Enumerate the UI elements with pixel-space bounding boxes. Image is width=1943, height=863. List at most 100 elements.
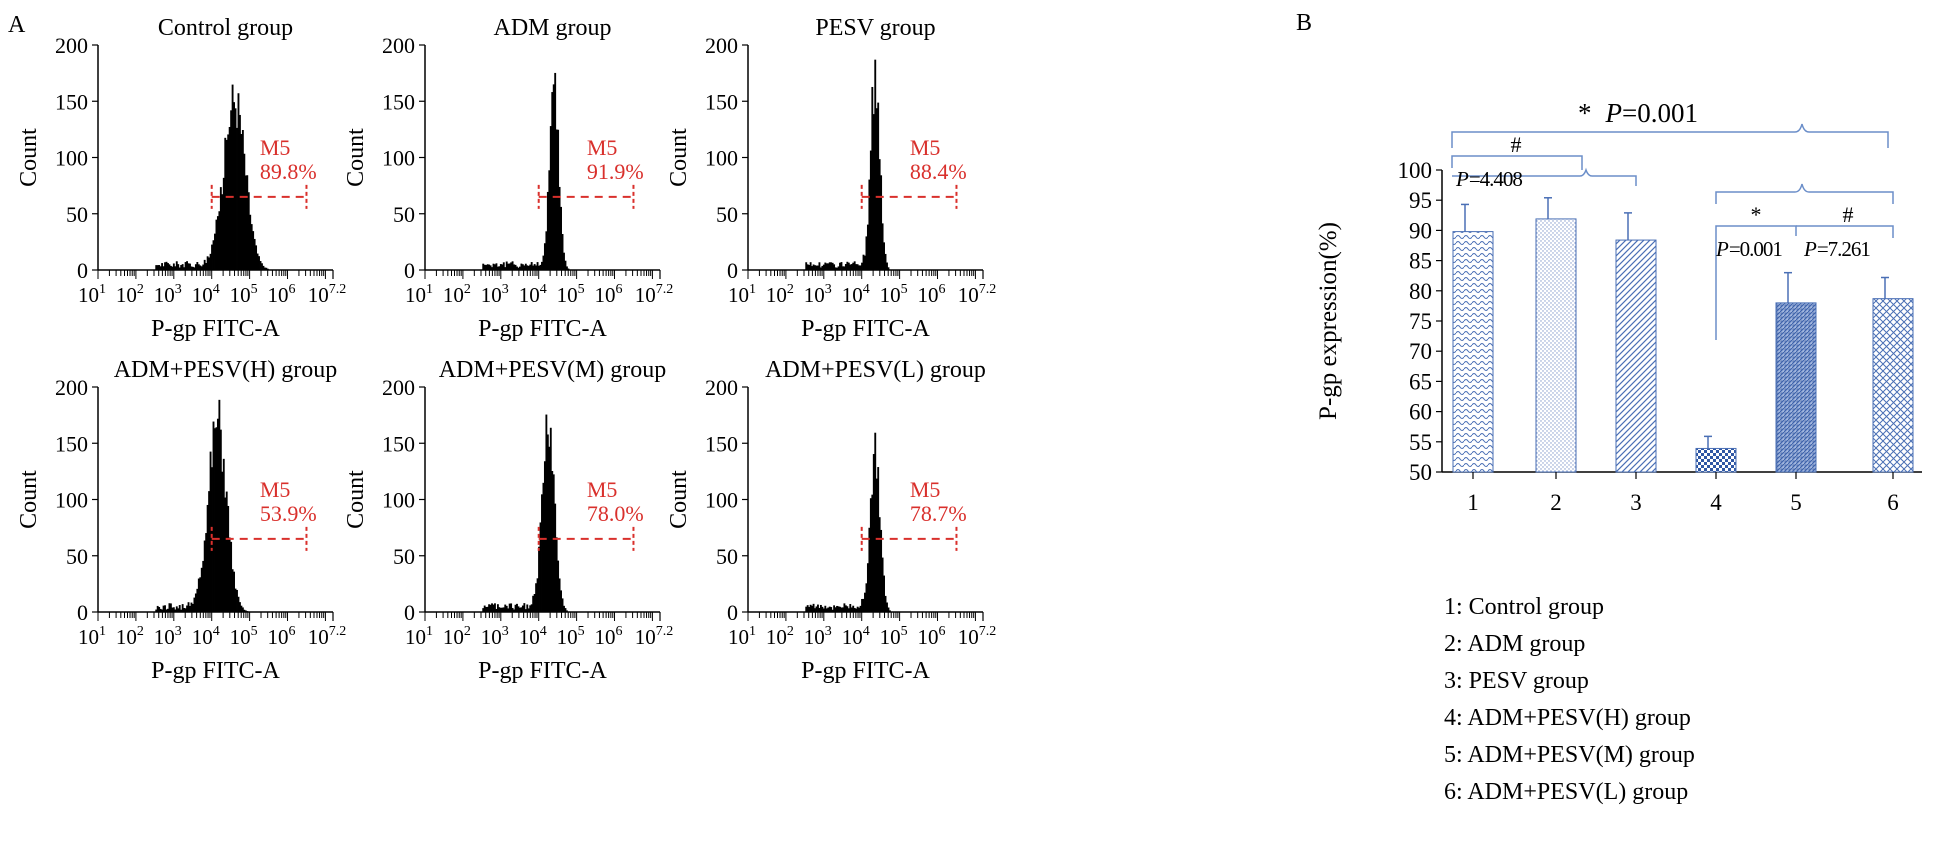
histogram-bin bbox=[200, 567, 203, 612]
x-tick-base: 10 bbox=[230, 625, 251, 649]
x-tick-label: 104 bbox=[842, 282, 870, 307]
histogram-bin bbox=[219, 187, 222, 270]
right-p-italic: P bbox=[1803, 237, 1817, 261]
bar-2 bbox=[1535, 218, 1577, 473]
x-tick-label: 106 bbox=[268, 624, 296, 649]
histogram-bin bbox=[240, 134, 243, 270]
x-tick-exponent: 4 bbox=[213, 282, 220, 297]
histogram-bin bbox=[536, 578, 539, 612]
gate-name: M5 bbox=[260, 135, 291, 160]
histogram-bin bbox=[828, 606, 831, 612]
histogram-bin bbox=[214, 233, 216, 270]
bar-5 bbox=[1775, 302, 1817, 473]
x-tick-exponent: 2 bbox=[137, 282, 144, 297]
histogram-bin bbox=[526, 604, 529, 612]
histogram-bin bbox=[158, 606, 161, 612]
histogram-bin bbox=[874, 59, 877, 271]
x-tick-base: 10 bbox=[842, 283, 863, 307]
histogram-bin bbox=[883, 242, 885, 270]
x-axis-label: P-gp FITC-A bbox=[478, 658, 607, 684]
x-tick-label: 103 bbox=[154, 282, 182, 307]
x-tick-exponent: 1 bbox=[426, 624, 433, 639]
histogram-bin bbox=[239, 114, 241, 270]
y-tick-label: 50 bbox=[393, 202, 415, 227]
x-tick-exponent: 7.2 bbox=[656, 282, 674, 297]
histogram-bin bbox=[194, 264, 197, 270]
histogram-bin bbox=[889, 610, 891, 612]
histogram-bin bbox=[819, 604, 822, 612]
histogram-bin bbox=[875, 478, 878, 612]
y-tick-label: 150 bbox=[55, 431, 88, 456]
x-tick-base: 10 bbox=[116, 283, 137, 307]
histogram-bin bbox=[486, 264, 489, 270]
overall-p-italic: P bbox=[1605, 98, 1623, 128]
histogram-bin bbox=[199, 577, 202, 612]
histogram-bin bbox=[824, 262, 827, 270]
histogram-bin bbox=[541, 261, 543, 270]
left-bracket-inner bbox=[1451, 155, 1583, 170]
histogram-bin bbox=[814, 265, 816, 270]
histogram-bin bbox=[495, 263, 498, 270]
histogram-bin bbox=[839, 262, 841, 270]
histogram-bin bbox=[513, 264, 515, 270]
histogram-bin bbox=[186, 261, 188, 270]
histogram-bin bbox=[837, 266, 840, 270]
overall-star: * bbox=[1578, 98, 1592, 128]
gate-percent: 78.7% bbox=[910, 501, 967, 526]
histogram-bin bbox=[502, 607, 505, 612]
histogram-bin bbox=[827, 263, 830, 270]
right-star: * bbox=[1751, 202, 1762, 227]
y-tick-label: 200 bbox=[382, 33, 415, 58]
histogram-bin bbox=[505, 605, 508, 612]
histogram-bin bbox=[206, 504, 209, 612]
x-tick-label: 101 bbox=[728, 624, 756, 649]
y-tick-label: 0 bbox=[404, 600, 415, 625]
histogram-bin bbox=[520, 263, 523, 270]
histogram-bin bbox=[516, 266, 518, 270]
histogram-bin bbox=[856, 264, 859, 270]
x-tick-label: 104 bbox=[192, 282, 220, 307]
x-tick-label: 101 bbox=[405, 282, 433, 307]
histogram-bin bbox=[828, 262, 831, 270]
x-tick-label: 102 bbox=[766, 282, 794, 307]
y-tick-label: 100 bbox=[55, 488, 88, 513]
x-tick-exponent: 2 bbox=[137, 624, 144, 639]
histogram-bin bbox=[546, 434, 549, 612]
x-tick-label: 104 bbox=[842, 624, 870, 649]
histogram-bin bbox=[196, 588, 199, 612]
histogram-bin bbox=[483, 605, 486, 612]
x-tick-label: 107.2 bbox=[308, 282, 347, 307]
histogram-bin bbox=[227, 505, 230, 612]
bar-y-tick-label: 50 bbox=[1409, 460, 1432, 485]
histogram-bin bbox=[864, 255, 866, 270]
bar-y-tick-label: 75 bbox=[1409, 309, 1432, 334]
histogram-bin bbox=[842, 607, 844, 612]
histogram-bin bbox=[812, 264, 815, 270]
x-tick-base: 10 bbox=[78, 283, 99, 307]
gate-name: M5 bbox=[910, 477, 941, 502]
gate-name: M5 bbox=[587, 477, 618, 502]
histogram-bin bbox=[508, 263, 511, 270]
histogram-bin bbox=[194, 593, 197, 612]
x-tick-label: 101 bbox=[78, 624, 106, 649]
histogram-bin bbox=[261, 263, 263, 270]
histogram-bin bbox=[548, 446, 551, 612]
x-tick-base: 10 bbox=[918, 283, 939, 307]
y-axis-label: Count bbox=[16, 128, 42, 187]
x-tick-base: 10 bbox=[192, 625, 213, 649]
x-tick-exponent: 5 bbox=[901, 282, 908, 297]
gate-percent: 89.8% bbox=[260, 159, 317, 184]
x-tick-base: 10 bbox=[116, 625, 137, 649]
x-tick-label: 107.2 bbox=[958, 282, 997, 307]
x-tick-base: 10 bbox=[880, 625, 901, 649]
histogram-bin bbox=[499, 607, 502, 612]
histogram-bin bbox=[513, 609, 515, 612]
histogram-bin bbox=[206, 256, 209, 270]
histogram-bin bbox=[533, 593, 536, 612]
histogram-bin bbox=[523, 603, 526, 612]
histogram-bin bbox=[538, 546, 540, 612]
x-tick-label: 102 bbox=[443, 282, 471, 307]
right-hash: # bbox=[1843, 202, 1854, 227]
histogram-bin bbox=[231, 569, 234, 612]
x-axis-label: P-gp FITC-A bbox=[801, 316, 930, 342]
